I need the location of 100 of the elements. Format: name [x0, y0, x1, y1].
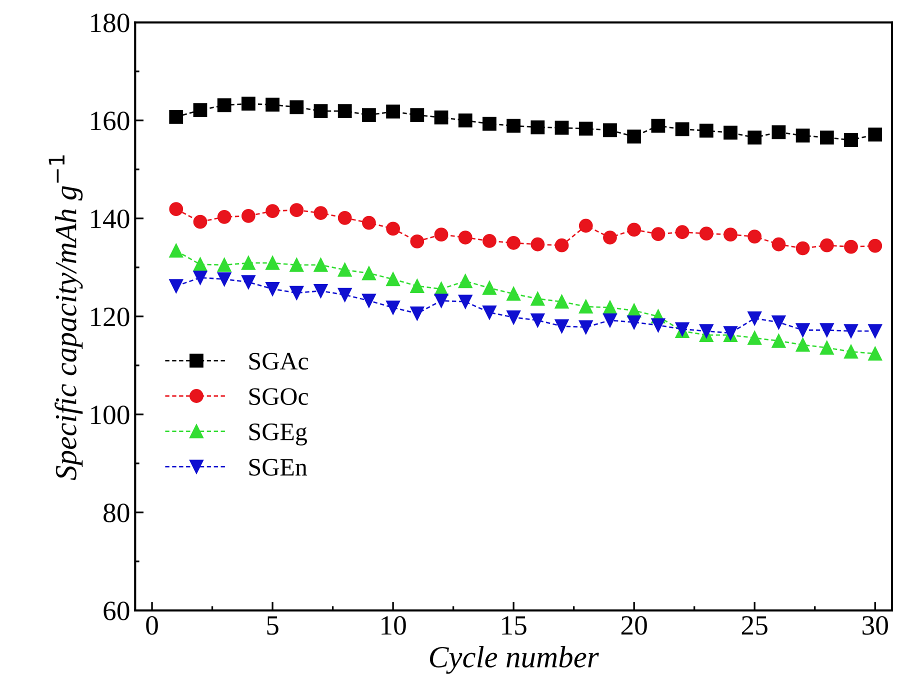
point — [530, 313, 545, 328]
point — [506, 236, 521, 250]
point — [603, 313, 617, 328]
point — [241, 96, 256, 111]
point — [844, 324, 858, 338]
legend-label: SGOc — [249, 388, 308, 405]
point — [868, 238, 882, 253]
point — [169, 244, 184, 258]
point — [506, 286, 521, 301]
point — [290, 258, 304, 272]
point — [314, 258, 328, 272]
point — [290, 286, 304, 300]
point — [362, 266, 376, 280]
x-tick-label: 15 — [502, 616, 526, 635]
point — [386, 104, 400, 119]
point — [724, 126, 738, 140]
point — [241, 256, 256, 270]
point — [772, 334, 786, 348]
x-axis-title: Cycle number — [430, 646, 599, 674]
y-tick-label: 160 — [91, 112, 130, 130]
point — [217, 258, 232, 272]
point — [410, 234, 424, 248]
point — [796, 241, 810, 256]
point — [796, 128, 810, 143]
point — [193, 214, 208, 229]
point — [868, 346, 882, 361]
point — [290, 100, 304, 114]
point — [458, 294, 472, 309]
point — [217, 98, 232, 112]
point — [868, 128, 882, 142]
point — [699, 226, 714, 241]
point — [530, 292, 545, 306]
point — [434, 110, 448, 124]
x-tick-label: 10 — [382, 616, 406, 635]
point — [748, 331, 762, 345]
point — [434, 294, 448, 308]
point — [169, 110, 184, 124]
point — [169, 202, 184, 216]
point — [458, 230, 472, 244]
point — [844, 344, 858, 359]
x-tick-label: 5 — [267, 616, 278, 635]
point — [266, 204, 280, 218]
y-tick-label: 120 — [91, 308, 130, 326]
point — [603, 230, 617, 244]
x-tick-label: 0 — [146, 616, 158, 635]
point — [482, 116, 496, 131]
point — [748, 130, 762, 144]
point — [699, 124, 714, 138]
legend-label: SGEn — [249, 458, 308, 476]
y-tick-label: 60 — [104, 602, 130, 620]
point — [530, 120, 545, 134]
point — [627, 222, 642, 237]
point — [482, 306, 496, 320]
point — [217, 272, 232, 286]
point — [362, 294, 376, 308]
point — [193, 270, 208, 285]
point — [169, 279, 184, 293]
point — [314, 284, 328, 298]
point — [314, 104, 328, 118]
point — [410, 306, 424, 320]
y-tick-label: 100 — [91, 406, 130, 424]
point — [772, 125, 786, 140]
point — [193, 103, 208, 118]
point — [386, 300, 400, 315]
point — [868, 324, 882, 338]
point — [820, 238, 834, 252]
point — [554, 120, 569, 135]
point — [410, 279, 424, 293]
point — [820, 340, 834, 355]
point — [193, 258, 208, 272]
point — [675, 225, 690, 240]
point — [578, 122, 593, 136]
point — [458, 274, 472, 288]
point — [482, 281, 496, 295]
point — [338, 210, 352, 225]
point — [241, 209, 256, 223]
point — [434, 228, 448, 242]
point — [699, 324, 714, 338]
point — [266, 98, 280, 112]
point — [820, 323, 834, 338]
x-tick-label: 25 — [742, 616, 768, 635]
point — [506, 310, 521, 324]
point — [627, 315, 642, 330]
point — [482, 234, 496, 248]
point — [651, 118, 666, 133]
point — [796, 338, 810, 352]
point — [578, 218, 593, 233]
point — [458, 113, 472, 128]
x-tick-label: 20 — [621, 616, 647, 635]
y-axis-title: Specific capacity/mAh g$^{−1}$ — [48, 155, 83, 480]
x-tick-label: 30 — [862, 616, 888, 635]
point — [314, 206, 328, 220]
point — [651, 318, 666, 332]
point — [530, 237, 545, 252]
point — [796, 323, 810, 338]
y-tick-label: 80 — [104, 504, 130, 522]
y-tick-label: 180 — [91, 14, 130, 32]
point — [338, 288, 352, 302]
point — [338, 104, 352, 118]
point — [844, 133, 858, 147]
